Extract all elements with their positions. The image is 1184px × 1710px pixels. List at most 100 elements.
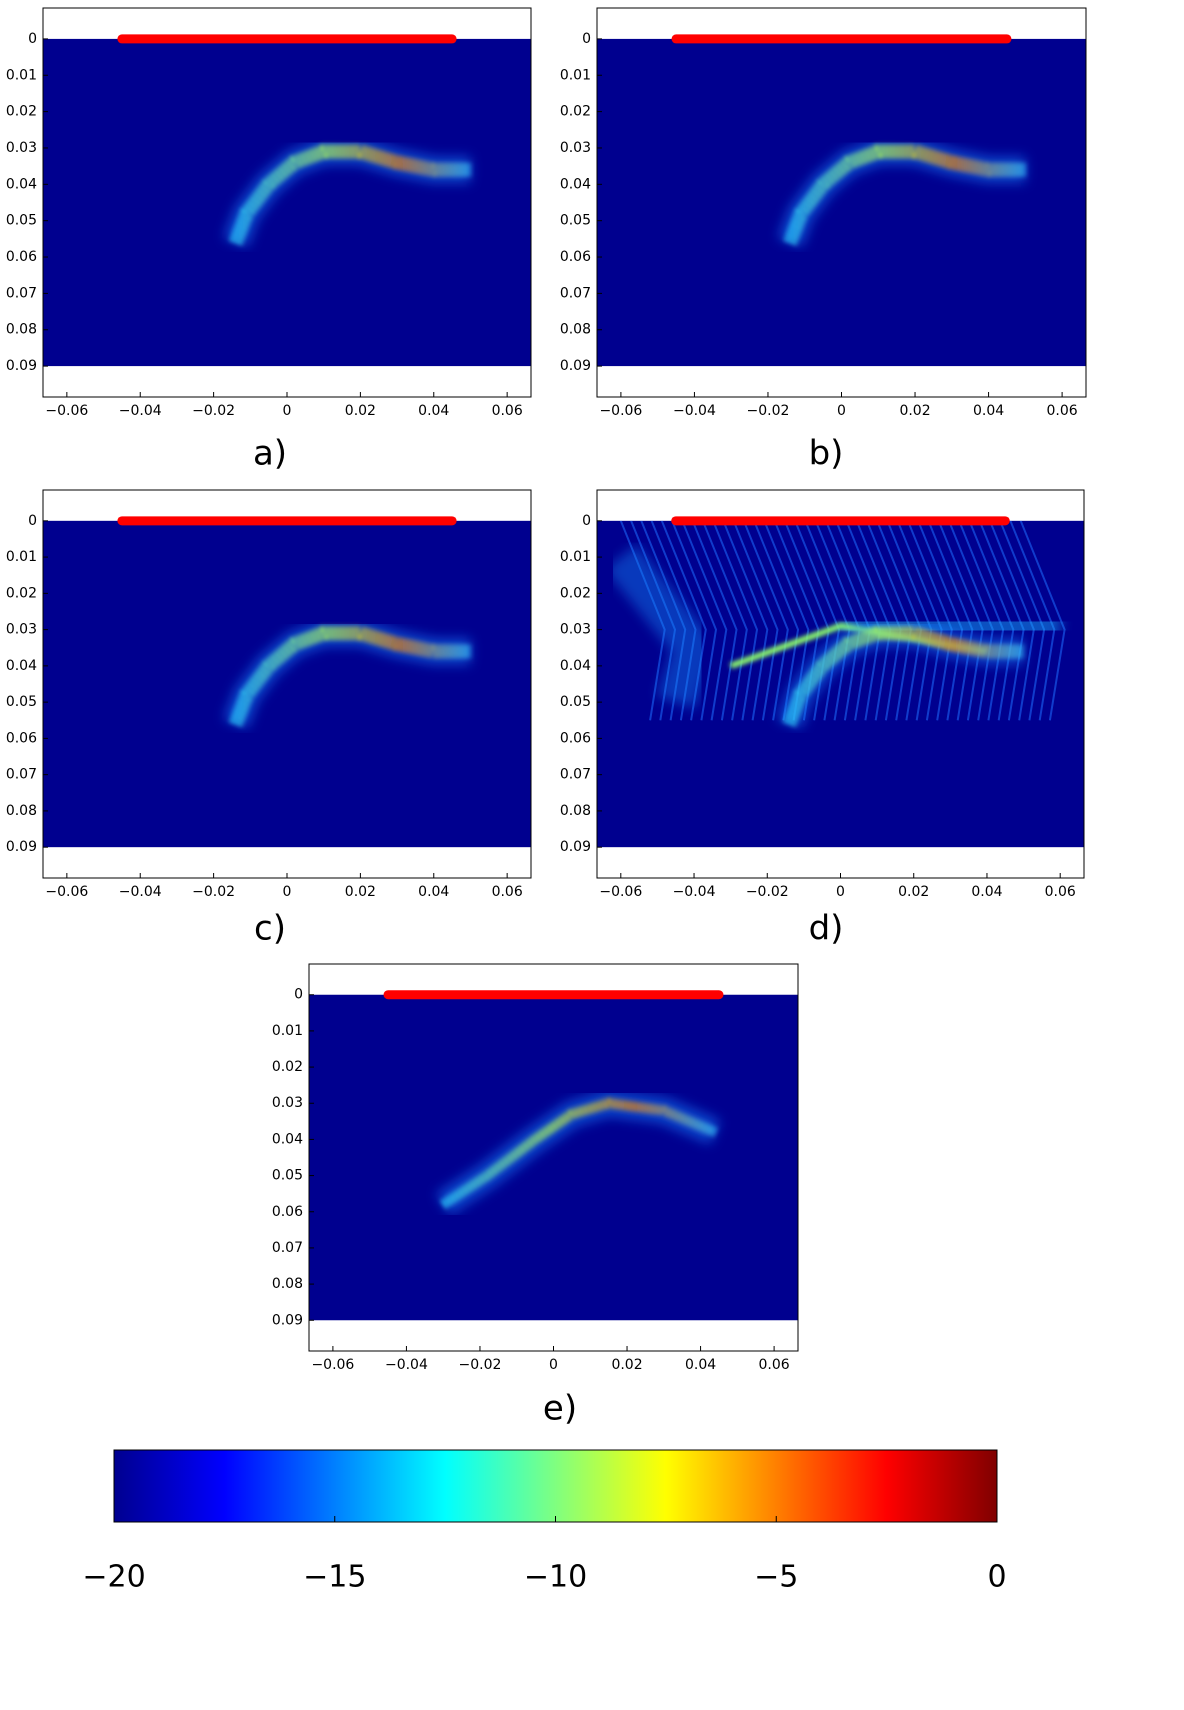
image-background	[597, 38, 1086, 367]
y-tick-label: 0	[582, 31, 591, 47]
y-tick-label: 0.06	[272, 1204, 303, 1220]
x-tick-label: 0	[837, 403, 846, 419]
x-tick-label: 0	[283, 884, 292, 900]
panel-label: c)	[254, 909, 286, 949]
image-background	[43, 520, 531, 848]
artifact-streak	[742, 520, 789, 721]
artifact-streak	[722, 520, 769, 721]
image-content	[436, 1089, 721, 1216]
y-tick-label: 0.05	[6, 694, 37, 710]
panel: 0 0.01 0.02 0.03 0.04 0.05 0.06 0.07 0.08 0.09 −0.…	[6, 489, 532, 949]
y-tick-label: 0.09	[560, 358, 591, 374]
y-tick-label: 0.01	[560, 549, 591, 565]
artifact-streak	[681, 520, 728, 721]
x-tick-label: −0.02	[192, 884, 235, 900]
x-tick-label: −0.06	[599, 884, 642, 900]
panel-label: b)	[809, 434, 844, 474]
colorbar-tick-label: −15	[303, 1560, 366, 1595]
y-tick-label: 0.03	[560, 140, 591, 156]
panel: 0 0.01 0.02 0.03 0.04 0.05 0.06 0.07 0.08 0.09 −0.…	[560, 489, 1085, 949]
y-tick-label: 0.01	[6, 549, 37, 565]
artifact-streak	[701, 520, 748, 721]
y-tick-label: 0.03	[6, 622, 37, 638]
echo	[782, 626, 1024, 727]
image-content	[777, 138, 1026, 248]
y-tick-label: 0.02	[272, 1059, 303, 1075]
panel-label: a)	[253, 434, 287, 474]
x-tick-label: 0.06	[492, 884, 523, 900]
x-tick-label: −0.04	[673, 403, 716, 419]
x-tick-label: 0.02	[899, 403, 930, 419]
echo	[440, 1098, 718, 1209]
artifact-streak	[691, 520, 738, 721]
y-tick-label: 0.05	[560, 694, 591, 710]
y-tick-label: 0.08	[6, 322, 37, 338]
panel: 0 0.01 0.02 0.03 0.04 0.05 0.06 0.07 0.08 0.09 −0.…	[6, 7, 532, 474]
x-tick-label: −0.02	[746, 884, 789, 900]
x-tick-label: 0.06	[492, 403, 523, 419]
echo	[229, 626, 471, 727]
y-tick-label: 0.05	[6, 213, 37, 229]
x-tick-label: 0.06	[759, 1357, 790, 1373]
y-tick-label: 0.09	[560, 839, 591, 855]
echo	[229, 144, 471, 245]
y-tick-label: 0.09	[272, 1312, 303, 1328]
y-tick-label: 0.07	[6, 767, 37, 783]
artifact-glow	[605, 544, 717, 709]
y-tick-label: 0.06	[560, 730, 591, 746]
colorbar-tick-label: 0	[987, 1560, 1006, 1595]
x-tick-label: 0	[283, 403, 292, 419]
y-tick-label: 0.02	[6, 104, 37, 120]
x-tick-label: 0.02	[345, 884, 376, 900]
x-tick-label: 0.06	[1047, 403, 1078, 419]
y-tick-label: 0.01	[6, 67, 37, 83]
x-tick-label: −0.06	[45, 884, 88, 900]
echo	[783, 144, 1026, 245]
y-tick-label: 0	[582, 513, 591, 529]
y-tick-label: 0.08	[560, 803, 591, 819]
artifact-streak	[732, 520, 779, 721]
y-tick-label: 0.07	[6, 285, 37, 301]
x-tick-label: 0.04	[971, 884, 1002, 900]
x-tick-label: 0	[836, 884, 845, 900]
image-content	[223, 138, 471, 248]
x-tick-label: −0.02	[192, 403, 235, 419]
x-tick-label: −0.06	[45, 403, 88, 419]
colorbar-tick-label: −5	[754, 1560, 798, 1595]
y-tick-label: 0.04	[560, 176, 591, 192]
x-tick-label: 0	[549, 1357, 558, 1373]
artifact-streak	[712, 520, 759, 721]
artifact-streak	[671, 520, 718, 721]
y-tick-label: 0.04	[6, 176, 37, 192]
y-tick-label: 0	[28, 513, 37, 529]
colorbar-tick-label: −20	[82, 1560, 145, 1595]
x-tick-label: 0.02	[345, 403, 376, 419]
colorbar-tick-label: −10	[524, 1560, 587, 1595]
image-content	[223, 620, 471, 729]
y-tick-label: 0.09	[6, 839, 37, 855]
x-tick-label: −0.04	[119, 403, 162, 419]
x-tick-label: −0.02	[459, 1357, 502, 1373]
y-tick-label: 0.01	[560, 67, 591, 83]
y-tick-label: 0.03	[6, 140, 37, 156]
y-tick-label: 0	[28, 31, 37, 47]
y-tick-label: 0.05	[272, 1168, 303, 1184]
x-tick-label: −0.06	[311, 1357, 354, 1373]
y-tick-label: 0.04	[6, 658, 37, 674]
y-tick-label: 0.08	[560, 322, 591, 338]
x-tick-label: 0.02	[898, 884, 929, 900]
y-tick-label: 0.06	[6, 249, 37, 265]
x-tick-label: 0.06	[1045, 884, 1076, 900]
x-tick-label: −0.04	[119, 884, 162, 900]
y-tick-label: 0.08	[272, 1276, 303, 1292]
image-background	[43, 38, 531, 367]
y-tick-label: 0.07	[560, 767, 591, 783]
x-tick-label: −0.04	[385, 1357, 428, 1373]
colorbar	[113, 1449, 998, 1523]
y-tick-label: 0.03	[560, 622, 591, 638]
y-tick-label: 0.01	[272, 1023, 303, 1039]
y-tick-label: 0.02	[6, 585, 37, 601]
x-tick-label: 0.04	[685, 1357, 716, 1373]
y-tick-label: 0.06	[560, 249, 591, 265]
